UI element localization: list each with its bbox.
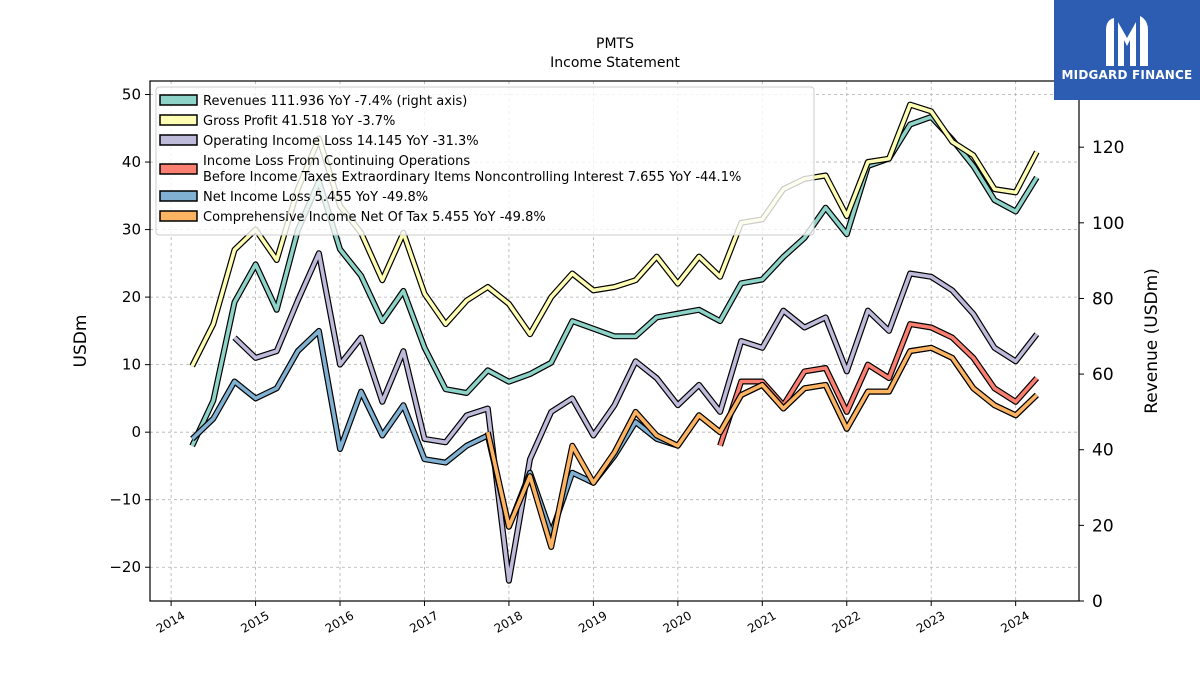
- legend-swatch: [159, 210, 198, 222]
- midgard-m-logo-icon: [1106, 16, 1148, 66]
- legend-swatch: [159, 190, 198, 202]
- legend-entry-4: Income Loss From Continuing Operations Be…: [159, 154, 741, 185]
- brand-logo: MIDGARD FINANCE: [1054, 0, 1200, 100]
- legend-swatch: [159, 94, 198, 106]
- y-tick-label: 50: [122, 86, 141, 104]
- y-tick-label: 0: [131, 423, 141, 441]
- legend-entry-2: Gross Profit 41.518 YoY -3.7%: [159, 114, 395, 129]
- chart-subtitle: Income Statement: [550, 55, 680, 71]
- legend-label: Gross Profit 41.518 YoY -3.7%: [203, 114, 395, 129]
- y2-tick-label: 120: [1092, 138, 1124, 158]
- legend-swatch: [159, 114, 198, 126]
- y2-tick-label: 40: [1092, 441, 1114, 461]
- y-tick-label: −20: [109, 558, 141, 576]
- legend-entry-3: Operating Income Loss 14.145 YoY -31.3%: [159, 134, 479, 149]
- legend-label: Revenues 111.936 YoY -7.4% (right axis): [203, 94, 467, 109]
- y2-tick-label: 100: [1092, 214, 1124, 234]
- legend-label: Income Loss From Continuing Operations Be…: [203, 154, 741, 185]
- y2-tick-label: 80: [1092, 289, 1114, 309]
- legend-swatch: [159, 163, 198, 175]
- brand-name: MIDGARD FINANCE: [1061, 68, 1193, 82]
- legend-label: Comprehensive Income Net Of Tax 5.455 Yo…: [203, 210, 546, 225]
- legend-label: Operating Income Loss 14.145 YoY -31.3%: [203, 134, 479, 149]
- y-tick-label: 40: [122, 153, 141, 171]
- y2-tick-label: 60: [1092, 365, 1114, 385]
- chart-title: PMTS: [596, 36, 634, 52]
- legend: Revenues 111.936 YoY -7.4% (right axis) G…: [155, 86, 815, 236]
- y-tick-label: 20: [122, 288, 141, 306]
- legend-label: Net Income Loss 5.455 YoY -49.8%: [203, 190, 428, 205]
- legend-entry-5: Net Income Loss 5.455 YoY -49.8%: [159, 190, 428, 205]
- y-tick-label: 10: [122, 356, 141, 374]
- legend-box: [155, 86, 815, 236]
- y-tick-label: 30: [122, 221, 141, 239]
- y2-tick-label: 0: [1092, 592, 1103, 612]
- y-axis-label: USDm: [71, 315, 91, 368]
- y-tick-label: −10: [109, 491, 141, 509]
- y2-tick-label: 20: [1092, 516, 1114, 536]
- series-line-6: [484, 344, 1039, 550]
- legend-entry-1: Revenues 111.936 YoY -7.4% (right axis): [159, 94, 467, 109]
- legend-swatch: [159, 134, 198, 146]
- series-line-3: [232, 250, 1040, 584]
- legend-entry-6: Comprehensive Income Net Of Tax 5.455 Yo…: [159, 210, 546, 225]
- y2-axis-label: Revenue (USDm): [1142, 268, 1162, 414]
- plot-frame: [149, 80, 1080, 602]
